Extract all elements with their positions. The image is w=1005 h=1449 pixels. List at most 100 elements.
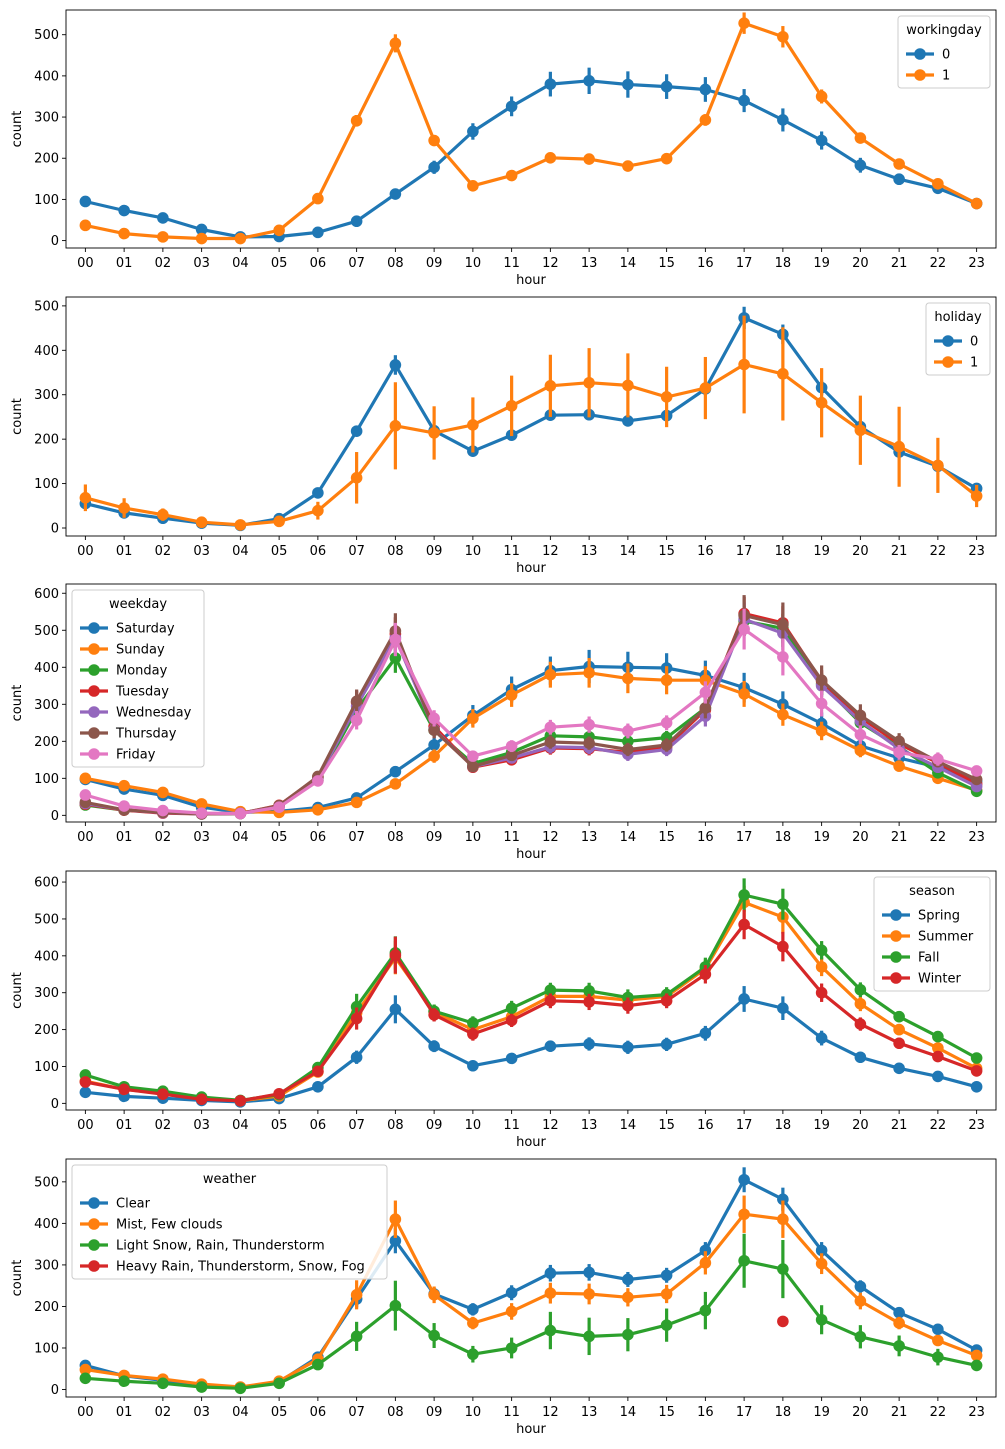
x-tick-label: 13	[581, 1118, 598, 1133]
data-point	[699, 1257, 712, 1269]
y-tick-label: 500	[34, 299, 59, 314]
data-point	[350, 114, 363, 127]
data-point	[505, 749, 518, 762]
x-tick-label: 03	[193, 256, 210, 271]
x-tick-label: 12	[542, 544, 559, 559]
data-point	[738, 1208, 750, 1221]
x-tick-label: 04	[232, 830, 249, 845]
y-tick-label: 100	[34, 193, 59, 208]
data-point	[505, 1342, 518, 1354]
data-point	[273, 1087, 285, 1100]
data-point	[157, 804, 169, 817]
x-tick-label: 21	[891, 1405, 908, 1420]
data-point	[854, 1295, 867, 1307]
data-point	[854, 1280, 867, 1293]
x-tick-label: 14	[620, 830, 637, 845]
series-monday	[79, 606, 983, 820]
data-point	[777, 30, 789, 43]
series-line	[84, 362, 978, 527]
data-point	[467, 1017, 479, 1029]
x-tick-label: 06	[310, 830, 327, 845]
data-point	[79, 491, 92, 504]
x-tick-label: 12	[542, 256, 559, 271]
data-point	[273, 1377, 285, 1390]
series-line	[85, 316, 978, 527]
data-point	[893, 173, 905, 186]
axes-frame	[65, 1158, 997, 1398]
y-tick-label: 0	[51, 234, 59, 249]
x-tick-label: 06	[310, 544, 327, 559]
data-point	[467, 1303, 479, 1316]
x-tick-label: 14	[620, 1405, 637, 1420]
x-tick-label: 13	[581, 544, 598, 559]
x-tick-label: 11	[503, 830, 520, 845]
data-point	[389, 652, 402, 664]
x-tick-label: 23	[968, 1118, 985, 1133]
data-point	[118, 1375, 130, 1388]
x-tick-label: 16	[697, 544, 714, 559]
legend-item: Summer	[882, 930, 974, 945]
y-tick-label: 200	[34, 735, 59, 750]
x-tick-label: 11	[503, 1405, 520, 1420]
y-tick-label: 100	[34, 1060, 59, 1075]
x-tick-label: 22	[930, 544, 947, 559]
data-point	[467, 419, 479, 431]
data-point	[157, 1088, 169, 1100]
x-tick-label: 08	[387, 830, 404, 845]
data-point	[932, 1030, 944, 1043]
data-point	[544, 78, 557, 90]
data-point	[932, 1050, 944, 1063]
x-tick-label: 01	[116, 830, 133, 845]
data-point	[195, 232, 208, 245]
data-point	[583, 1288, 595, 1300]
legend-marker	[88, 1239, 100, 1251]
chart-panel-5: 0 100 200 300 400 500 00 01 02 03 04 05 06 07 08 09 10 11…	[10, 1158, 997, 1437]
legend-item: 0	[906, 48, 950, 63]
data-point	[854, 997, 867, 1010]
x-tick-label: 00	[77, 1118, 94, 1133]
data-point	[622, 743, 634, 756]
legend-label: Sunday	[116, 643, 165, 658]
x-tick-label: 14	[620, 256, 637, 271]
data-point	[505, 1002, 518, 1015]
data-point	[428, 712, 440, 725]
data-point	[738, 623, 750, 635]
data-point	[389, 1003, 402, 1016]
data-point	[854, 983, 867, 996]
legend-item: Mist, Few clouds	[80, 1218, 223, 1233]
x-axis-label: hour	[516, 273, 546, 288]
legend-marker	[88, 748, 100, 760]
x-tick-label: 19	[813, 544, 830, 559]
data-point	[893, 1037, 905, 1050]
legend-label: Tuesday	[115, 685, 169, 700]
legend-item: Tuesday	[80, 685, 169, 700]
x-tick-label: 02	[155, 1405, 172, 1420]
data-point	[738, 889, 750, 901]
data-point	[312, 803, 324, 816]
data-point	[157, 231, 169, 243]
axes-frame	[65, 870, 997, 1111]
data-point	[970, 1359, 983, 1372]
data-point	[777, 898, 789, 910]
x-tick-label: 18	[775, 1118, 792, 1133]
legend-item: Heavy Rain, Thunderstorm, Snow, Fog	[80, 1260, 365, 1275]
data-point	[79, 1363, 92, 1376]
x-tick-label: 10	[465, 1405, 482, 1420]
legend-marker	[890, 951, 902, 963]
data-point	[505, 100, 518, 113]
x-tick-label: 21	[891, 1118, 908, 1133]
data-point	[350, 215, 363, 228]
data-point	[195, 1093, 208, 1106]
data-point	[932, 1334, 944, 1347]
legend-item: Friday	[80, 748, 156, 763]
data-point	[505, 740, 518, 752]
data-point	[505, 1305, 518, 1318]
x-tick-label: 21	[891, 830, 908, 845]
series-winter	[79, 909, 983, 1107]
data-point	[738, 358, 750, 371]
series-line	[84, 627, 978, 816]
x-tick-label: 15	[658, 1118, 675, 1133]
y-tick-label: 0	[51, 1383, 59, 1398]
data-point	[467, 1348, 479, 1361]
